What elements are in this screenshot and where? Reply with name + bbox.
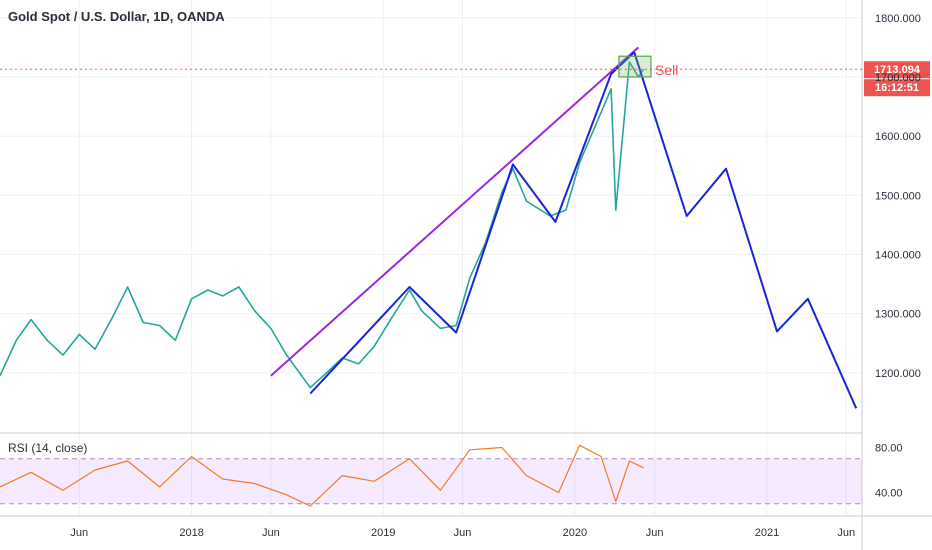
price-tick-label-1: 1300.000 <box>875 309 921 321</box>
price-tick-label-6: 1800.000 <box>875 13 921 25</box>
time-tick-label-4: Jun <box>454 527 472 539</box>
current-price-value: 1713.094 <box>874 64 921 76</box>
price-tick-label-2: 1400.000 <box>875 249 921 261</box>
rsi-indicator-label: RSI (14, close) <box>8 441 88 455</box>
time-tick-label-8: Jun <box>837 527 855 539</box>
sell-zone-box[interactable] <box>618 55 652 78</box>
time-tick-label-3: 2019 <box>371 527 395 539</box>
rsi-tick-label-1: 80.00 <box>875 443 903 455</box>
time-tick-label-0: Jun <box>70 527 88 539</box>
time-tick-label-7: 2021 <box>755 527 779 539</box>
time-tick-label-6: Jun <box>646 527 664 539</box>
price-tick-label-0: 1200.000 <box>875 368 921 380</box>
rising-trendline[interactable] <box>270 46 640 377</box>
countdown-value: 16:12:51 <box>875 82 919 94</box>
countdown-tag <box>864 79 930 97</box>
time-tick-label-2: Jun <box>262 527 280 539</box>
price-tick-label-5: 1700.000 <box>875 72 921 84</box>
sell-label: Sell <box>655 62 678 78</box>
swing-wave-path[interactable] <box>309 51 635 395</box>
price-tick-label-4: 1600.000 <box>875 131 921 143</box>
rsi-line <box>0 444 644 507</box>
price-line <box>0 61 645 389</box>
time-tick-label-5: 2020 <box>563 527 587 539</box>
chart-title: Gold Spot / U.S. Dollar, 1D, OANDA <box>8 9 225 24</box>
current-price-tag <box>864 61 930 79</box>
rsi-tick-label-0: 40.00 <box>875 488 903 500</box>
time-tick-label-1: 2018 <box>179 527 203 539</box>
projected-path[interactable] <box>633 51 858 409</box>
price-tick-label-3: 1500.000 <box>875 190 921 202</box>
